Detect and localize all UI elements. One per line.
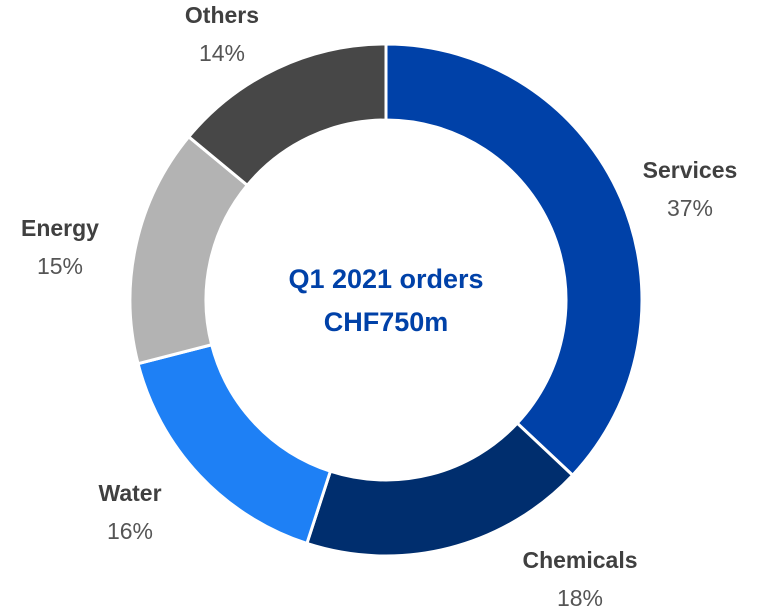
data-label: 16% — [107, 518, 153, 544]
data-label: 18% — [557, 585, 603, 611]
donut-segment — [136, 342, 333, 546]
legend-label: Energy — [21, 215, 99, 241]
legend-label: Others — [185, 2, 259, 28]
center-text: CHF750m — [324, 307, 449, 337]
legend-label: Services — [643, 157, 738, 183]
donut-segment — [186, 42, 388, 188]
center-text: Q1 2021 orders — [288, 264, 483, 294]
data-label: 37% — [667, 195, 713, 221]
donut-segment — [384, 42, 644, 478]
data-label: 15% — [37, 253, 83, 279]
legend-label: Chemicals — [522, 547, 637, 573]
donut-segment — [305, 421, 575, 558]
data-label: 14% — [199, 40, 245, 66]
legend-label: Water — [98, 480, 161, 506]
